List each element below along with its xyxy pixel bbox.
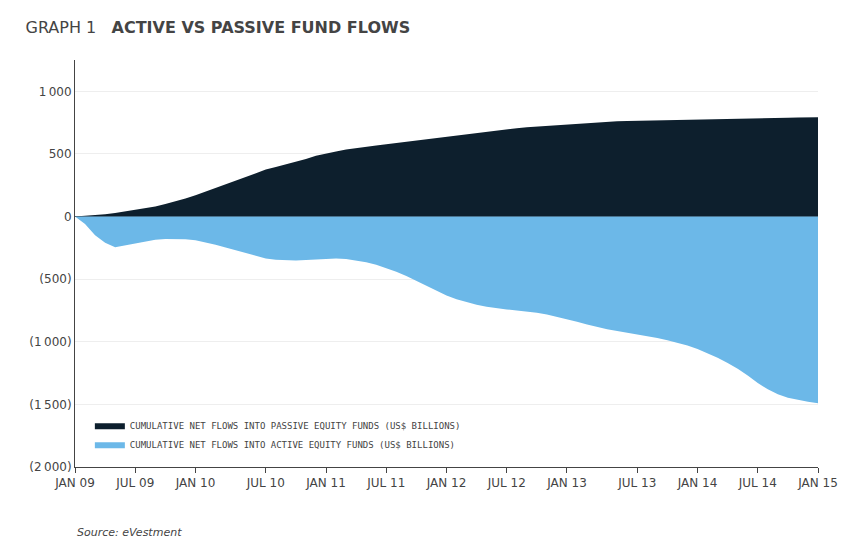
svg-text:JUL 10: JUL 10 <box>246 476 285 490</box>
svg-text:(2 000): (2 000) <box>29 460 71 474</box>
svg-text:JUL 14: JUL 14 <box>738 476 777 490</box>
svg-text:JAN 13: JAN 13 <box>546 476 587 490</box>
svg-text:CUMULATIVE NET FLOWS INTO ACTI: CUMULATIVE NET FLOWS INTO ACTIVE EQUITY … <box>130 440 455 450</box>
svg-text:JUL 09: JUL 09 <box>115 476 154 490</box>
svg-text:Source: eVestment: Source: eVestment <box>77 526 182 539</box>
svg-text:JAN 09: JAN 09 <box>54 476 95 490</box>
svg-text:(1 500): (1 500) <box>29 398 71 412</box>
svg-text:GRAPH 1 ACTIVE VS PASSIVE FU: GRAPH 1 ACTIVE VS PASSIVE FUND FLOWS <box>26 18 411 37</box>
svg-text:JAN 11: JAN 11 <box>305 476 346 490</box>
svg-text:CUMULATIVE NET FLOWS INTO PASS: CUMULATIVE NET FLOWS INTO PASSIVE EQUITY… <box>130 421 461 431</box>
svg-text:JUL 13: JUL 13 <box>617 476 656 490</box>
svg-text:0: 0 <box>64 210 72 224</box>
svg-text:JAN 15: JAN 15 <box>797 476 838 490</box>
svg-text:(1 000): (1 000) <box>29 335 71 349</box>
svg-text:JUL 12: JUL 12 <box>487 476 526 490</box>
svg-text:1 000: 1 000 <box>39 85 72 99</box>
svg-text:JAN 14: JAN 14 <box>677 476 718 490</box>
svg-text:(500): (500) <box>39 272 71 286</box>
svg-text:JUL 11: JUL 11 <box>366 476 405 490</box>
svg-text:JAN 12: JAN 12 <box>426 476 467 490</box>
svg-text:500: 500 <box>49 147 72 161</box>
svg-text:JAN 10: JAN 10 <box>175 476 216 490</box>
